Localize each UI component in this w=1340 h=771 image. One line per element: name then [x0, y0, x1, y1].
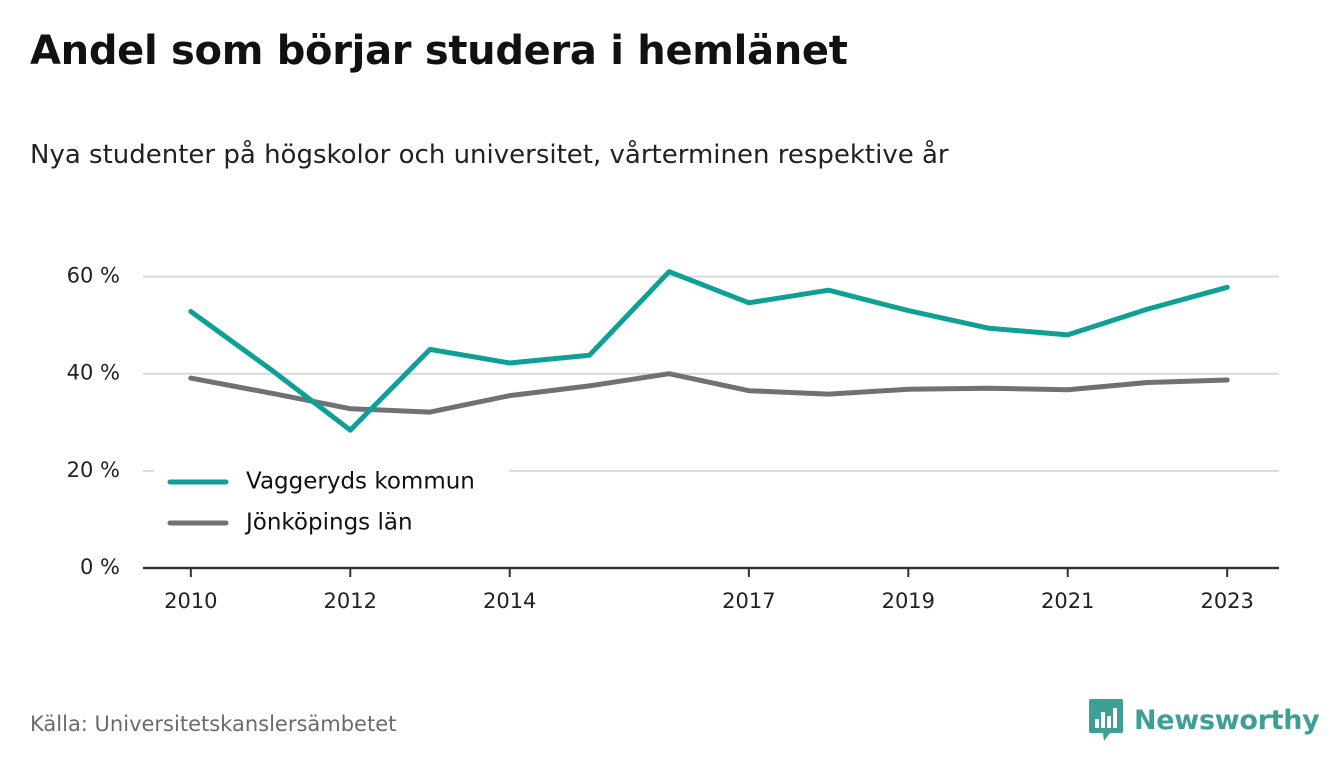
legend-background	[154, 460, 509, 544]
x-tick-label: 2017	[722, 589, 775, 613]
x-tick-label: 2010	[164, 589, 217, 613]
brand-name: Newsworthy	[1134, 704, 1320, 736]
source-note: Källa: Universitetskanslersämbetet	[30, 712, 397, 736]
series-line	[188, 269, 1230, 433]
axes: 0 % 20 % 40 % 60 % 2010 2012 2014 2017 2019 2021 2…	[67, 264, 1279, 613]
legend-label: Vaggeryds kommun	[246, 469, 475, 495]
legend: Vaggeryds kommun Jönköpings län	[154, 460, 509, 544]
legend-label: Jönköpings län	[244, 510, 413, 536]
y-tick-label: 60 %	[67, 264, 120, 288]
y-tick-label: 40 %	[67, 361, 120, 385]
x-tick-label: 2012	[324, 589, 377, 613]
y-tick-label: 20 %	[67, 458, 120, 482]
series-line	[188, 371, 1230, 415]
chart-title: Andel som börjar studera i hemlänet	[30, 28, 848, 74]
brand-logo: Newsworthy	[1088, 698, 1320, 742]
x-tick-label: 2021	[1041, 589, 1094, 613]
x-tick-label: 2023	[1200, 589, 1253, 613]
series-lines	[188, 269, 1230, 433]
y-tick-label: 0 %	[80, 555, 120, 579]
chart-subtitle: Nya studenter på högskolor och universit…	[30, 140, 949, 170]
x-tick-label: 2014	[483, 589, 536, 613]
x-tick-label: 2019	[882, 589, 935, 613]
newsworthy-logo-icon	[1089, 699, 1123, 741]
gridlines	[143, 275, 1279, 472]
